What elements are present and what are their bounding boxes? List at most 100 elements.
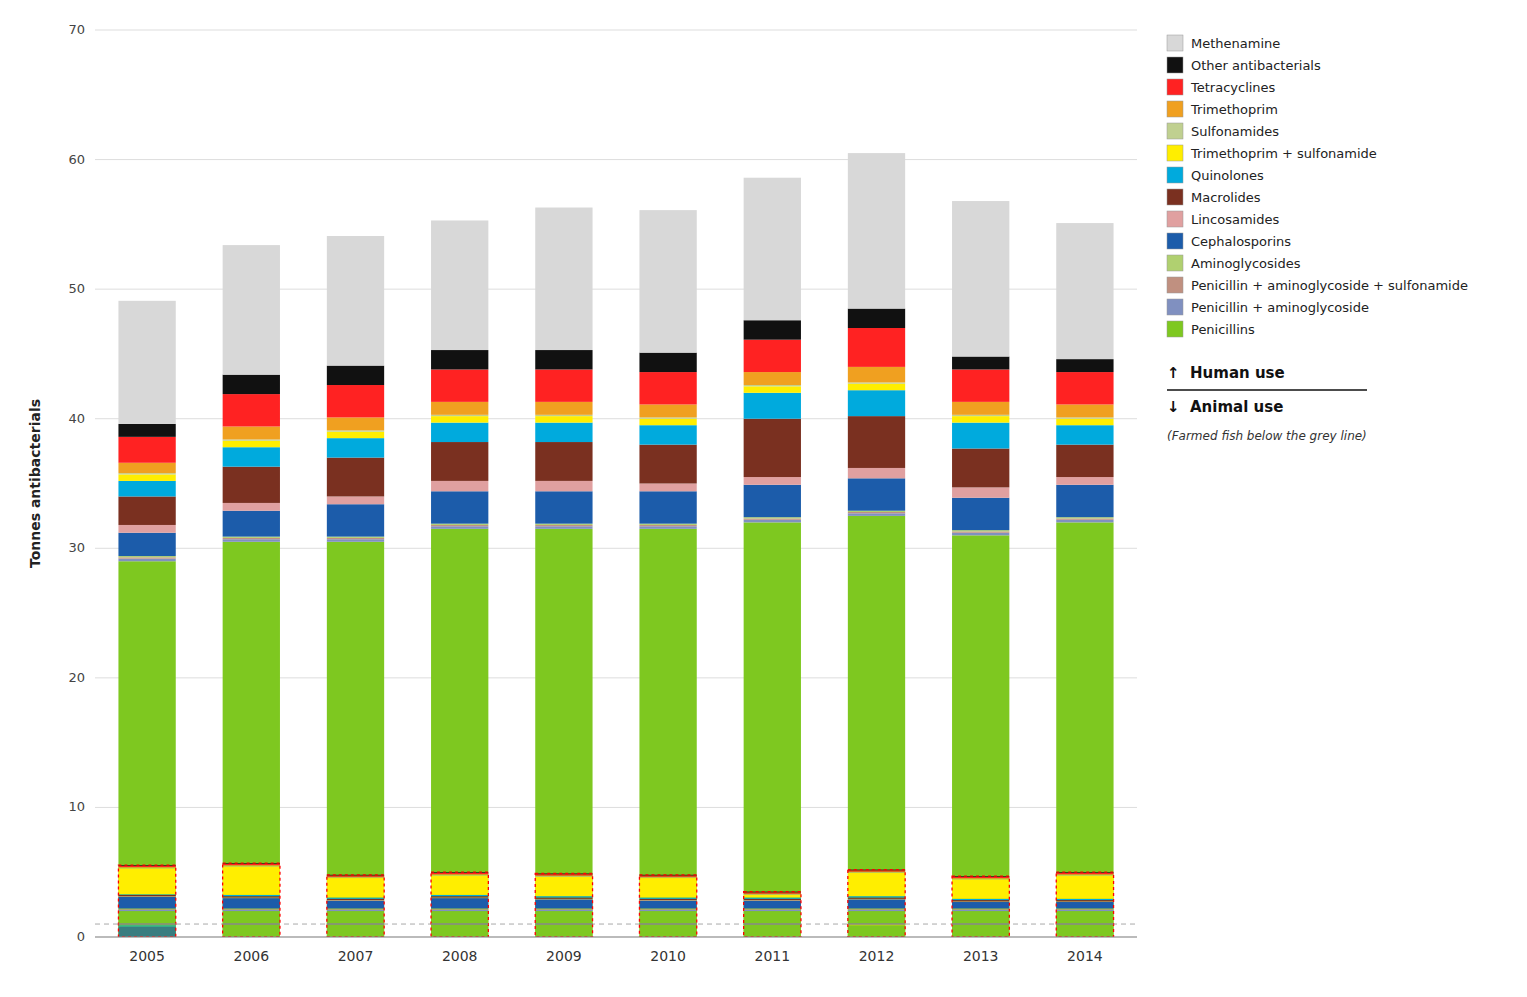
human-bar-segment xyxy=(431,525,488,526)
human-bar-segment xyxy=(327,539,384,542)
human-bar-segment xyxy=(118,473,175,474)
legend-swatch xyxy=(1167,123,1183,139)
animal-bar-segment xyxy=(1056,901,1113,903)
legend-label: Tetracyclines xyxy=(1190,80,1276,95)
annotation-fish: (Farmed fish below the grey line) xyxy=(1167,429,1367,443)
human-bar-segment xyxy=(848,512,905,513)
fish-bar-segment xyxy=(118,927,175,937)
animal-bar-segment xyxy=(431,895,488,896)
human-bar-segment xyxy=(744,485,801,517)
human-bar-segment xyxy=(639,425,696,444)
legend-label: Cephalosporins xyxy=(1191,234,1291,249)
animal-bar-segment xyxy=(1056,900,1113,901)
human-bar-segment xyxy=(118,424,175,437)
human-bar-segment xyxy=(327,432,384,438)
human-bar-segment xyxy=(639,526,696,529)
animal-bar-segment xyxy=(327,877,384,879)
animal-bar-segment xyxy=(848,911,905,937)
human-bar-segment xyxy=(1056,359,1113,372)
animal-bar-segment xyxy=(744,894,801,896)
legend-swatch xyxy=(1167,101,1183,117)
legend-label: Other antibacterials xyxy=(1191,58,1321,73)
human-bar-segment xyxy=(952,402,1009,415)
human-bar-segment xyxy=(848,416,905,468)
animal-bar-segment xyxy=(1056,902,1113,908)
human-bar-segment xyxy=(118,463,175,473)
human-bar-segment xyxy=(1056,520,1113,523)
animal-bar-segment xyxy=(848,871,905,873)
human-bar-segment xyxy=(118,496,175,525)
legend-label: Methenamine xyxy=(1191,36,1280,51)
animal-bar-segment xyxy=(223,911,280,937)
animal-use-outline xyxy=(1056,872,1113,937)
animal-bar-segment xyxy=(639,911,696,937)
legend-swatch xyxy=(1167,211,1183,227)
human-bar-segment xyxy=(223,511,280,537)
human-bar-segment xyxy=(848,513,905,516)
x-tick-label: 2009 xyxy=(546,948,582,964)
animal-use-outline xyxy=(327,875,384,937)
human-bar-segment xyxy=(1056,417,1113,418)
human-bar-segment xyxy=(848,309,905,328)
animal-bar-segment xyxy=(848,873,905,896)
human-bar-segment xyxy=(535,529,592,937)
animal-bar-segment xyxy=(952,877,1009,878)
y-tick-label: 30 xyxy=(68,540,85,555)
animal-bar-segment xyxy=(535,877,592,896)
animal-bar-segment xyxy=(1056,909,1113,911)
human-bar-segment xyxy=(535,481,592,491)
animal-bar-segment xyxy=(327,875,384,876)
grey-line-segment xyxy=(744,923,801,925)
animal-bar-segment xyxy=(744,910,801,911)
animal-bar-segment xyxy=(118,868,175,894)
human-bar-segment xyxy=(744,477,801,485)
human-bar-segment xyxy=(327,366,384,385)
human-bar-segment xyxy=(327,458,384,497)
animal-use-outline xyxy=(223,863,280,937)
human-bar-segment xyxy=(431,529,488,937)
human-bar-segment xyxy=(223,375,280,394)
animal-bar-segment xyxy=(744,899,801,900)
human-bar-segment xyxy=(327,542,384,937)
human-bar-segment xyxy=(327,236,384,366)
human-bar-segment xyxy=(431,491,488,523)
x-tick-label: 2012 xyxy=(859,948,895,964)
legend-label: Penicillins xyxy=(1191,322,1255,337)
grey-line-segment xyxy=(223,923,280,925)
human-bar-segment xyxy=(431,369,488,401)
human-bar-segment xyxy=(744,385,801,386)
human-bar-segment xyxy=(535,491,592,523)
animal-bar-segment xyxy=(1056,875,1113,898)
animal-bar-segment xyxy=(639,875,696,876)
animal-bar-segment xyxy=(118,867,175,869)
animal-bar-segment xyxy=(1056,899,1113,900)
human-bar-segment xyxy=(118,557,175,558)
human-bar-segment xyxy=(535,208,592,351)
animal-bar-segment xyxy=(535,896,592,897)
grey-line-segment xyxy=(535,923,592,925)
animal-bar-segment xyxy=(639,876,696,878)
animal-bar-segment xyxy=(952,901,1009,903)
animal-bar-segment xyxy=(431,909,488,911)
human-bar-segment xyxy=(223,503,280,511)
annotation-animal: ↓ Animal use xyxy=(1167,398,1283,416)
annotation-human: ↑ Human use xyxy=(1167,364,1285,382)
animal-bar-segment xyxy=(639,878,696,897)
animal-bar-segment xyxy=(952,878,1009,880)
animal-bar-segment xyxy=(223,909,280,911)
human-bar-segment xyxy=(118,559,175,562)
human-bar-segment xyxy=(431,442,488,481)
animal-bar-segment xyxy=(1056,873,1113,874)
animal-bar-segment xyxy=(1056,874,1113,876)
x-tick-label: 2005 xyxy=(129,948,165,964)
fish-bar-segment xyxy=(848,924,905,925)
legend-label: Penicillin + aminoglycoside xyxy=(1191,300,1369,315)
human-bar-segment xyxy=(118,301,175,424)
human-bar-segment xyxy=(327,438,384,457)
human-bar-segment xyxy=(535,416,592,422)
animal-bar-segment xyxy=(327,876,384,878)
animal-bar-segment xyxy=(223,895,280,896)
animal-bar-segment xyxy=(639,910,696,911)
human-bar-segment xyxy=(848,390,905,416)
legend-swatch xyxy=(1167,79,1183,95)
